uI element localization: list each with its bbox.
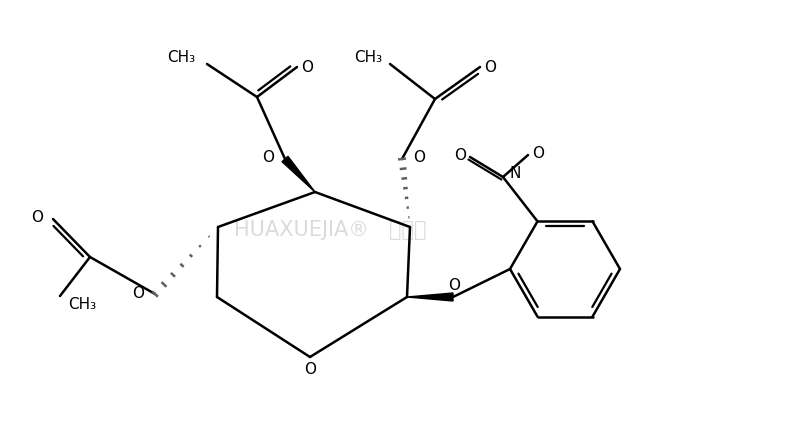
- Text: O: O: [132, 285, 144, 300]
- Text: O: O: [484, 59, 496, 74]
- Text: O: O: [448, 278, 460, 293]
- Text: O: O: [304, 362, 316, 377]
- Text: N: N: [509, 166, 521, 181]
- Text: O: O: [262, 150, 274, 165]
- Polygon shape: [282, 157, 315, 193]
- Text: O: O: [301, 59, 313, 74]
- Text: O: O: [413, 150, 425, 165]
- Polygon shape: [407, 294, 453, 301]
- Text: HUAXUEJIA®   化学加: HUAXUEJIA® 化学加: [234, 219, 427, 239]
- Text: CH₃: CH₃: [354, 49, 382, 64]
- Text: CH₃: CH₃: [68, 297, 96, 312]
- Text: CH₃: CH₃: [167, 49, 195, 64]
- Text: O: O: [532, 146, 544, 161]
- Text: O: O: [454, 148, 466, 163]
- Text: O: O: [31, 210, 43, 225]
